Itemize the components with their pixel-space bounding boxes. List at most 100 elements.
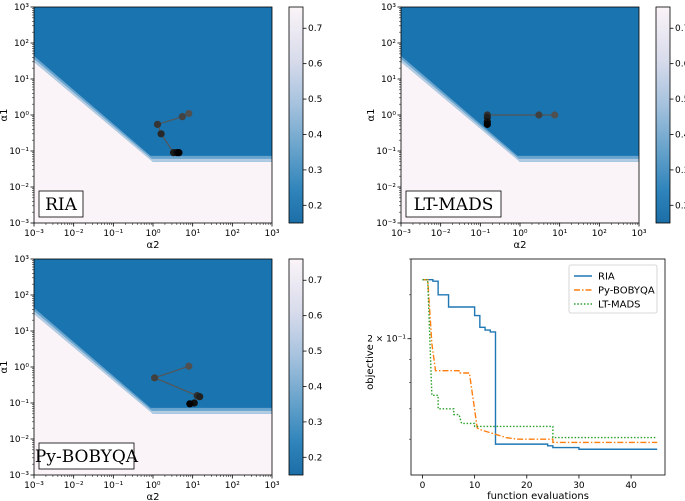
colorbar-tick-label: 0.2 [308, 201, 322, 211]
y-tick-label: 10³ [14, 255, 29, 265]
series-line-ria [422, 279, 658, 450]
x-tick-label: 10⁻¹ [470, 229, 490, 239]
legend-label: Py-BOBYQA [598, 286, 655, 297]
y-axis-label: α1 [0, 361, 10, 374]
x-tick-label: 10³ [264, 481, 279, 491]
x-tick-label: 10⁻³ [24, 481, 44, 491]
y-tick-label: 10² [14, 39, 29, 49]
y-tick-label: 10⁻³ [376, 219, 396, 229]
colorbar-tick-label: 0.5 [675, 95, 685, 105]
colorbar-tick-label: 0.7 [308, 24, 322, 34]
colorbar [288, 6, 304, 224]
x-tick-label: 10⁻³ [24, 229, 44, 239]
y-tick-label: 10¹ [381, 75, 396, 85]
path-point [551, 111, 559, 119]
legend-box [568, 264, 658, 314]
colorbar-tick-label: 0.4 [675, 130, 685, 140]
x-tick-label: 10⁻³ [391, 229, 411, 239]
x-axis-label: α2 [147, 240, 160, 251]
x-tick-label: 10³ [264, 229, 279, 239]
x-tick-label: 10¹ [185, 481, 200, 491]
x-tick-label: 10 [469, 481, 481, 491]
colorbar-tick-label: 0.6 [308, 60, 323, 70]
colorbar-tick-label: 0.6 [675, 60, 685, 70]
x-axis-label: α2 [147, 492, 160, 501]
y-tick-label: 10⁻² [376, 183, 396, 193]
method-label-box [405, 190, 502, 218]
y-tick-label: 2 × 10⁻¹ [367, 335, 406, 345]
y-tick-label: 10⁻¹ [9, 399, 29, 409]
y-tick-label: 10⁰ [14, 111, 29, 121]
path-point [185, 109, 193, 118]
colorbar-tick-label: 0.4 [308, 130, 323, 140]
y-tick-label: 10¹ [14, 75, 29, 85]
x-tick-label: 40 [625, 481, 637, 491]
path-point [186, 400, 194, 408]
x-tick-label: 20 [521, 481, 533, 491]
heatmap-panel-2: 10⁻³10⁻³ 10⁻² 10⁻² 10⁻¹ 10⁻¹ 10⁰ 10⁰ 10¹ 10¹ 10² 1… [366, 3, 685, 251]
colorbar [655, 6, 671, 224]
legend-label: LT-MADS [598, 300, 641, 311]
colorbar-tick-label: 0.5 [308, 347, 322, 357]
y-tick-label: 10⁻¹ [9, 147, 29, 157]
method-label-box [38, 442, 135, 470]
legend: RIA Py-BOBYQA LT-MADS [568, 264, 658, 314]
line-plot-frame [410, 258, 666, 476]
path-point [175, 149, 183, 157]
y-tick-label: 10⁻³ [9, 471, 29, 481]
heatmap-low-region [34, 313, 272, 475]
colorbar [288, 258, 304, 476]
y-tick-label: 10⁻¹ [376, 147, 396, 157]
legend-label: RIA [598, 272, 615, 283]
method-label: RIA [45, 195, 78, 215]
y-tick-label: 10⁻³ [9, 219, 29, 229]
y-tick-label: 10² [14, 291, 29, 301]
x-tick-label: 10⁻¹ [103, 481, 123, 491]
y-tick-label: 10⁰ [14, 363, 29, 373]
path-point [151, 374, 159, 382]
x-tick-label: 0 [420, 481, 426, 491]
x-tick-label: 10¹ [552, 229, 567, 239]
x-tick-label: 10⁻² [64, 481, 84, 491]
y-tick-label: 10¹ [14, 327, 29, 337]
x-tick-label: 10² [592, 229, 607, 239]
y-axis-label: α1 [0, 109, 10, 122]
method-label-box [38, 190, 84, 218]
colorbar-tick-label: 0.6 [308, 312, 323, 322]
path-point [153, 120, 162, 128]
path-point [178, 113, 186, 121]
colorbar-tick-label: 0.7 [675, 24, 685, 34]
y-axis-label: α1 [366, 109, 377, 122]
x-tick-label: 10¹ [185, 229, 200, 239]
path-point [157, 130, 165, 138]
y-tick-label: 10³ [14, 3, 29, 13]
y-tick-label: 10³ [381, 3, 396, 13]
y-tick-label: 10⁰ [381, 111, 396, 121]
x-tick-label: 10² [225, 481, 240, 491]
method-label: LT-MADS [414, 195, 494, 215]
method-label: Py-BOBYQA [35, 447, 139, 467]
y-tick-label: 10⁻² [9, 435, 29, 445]
series-line-lt-mads [422, 279, 658, 439]
colorbar-tick-label: 0.3 [308, 418, 322, 428]
colorbar-tick-label: 0.5 [308, 95, 322, 105]
x-tick-label: 10⁻² [431, 229, 451, 239]
path-point [185, 362, 193, 370]
colorbar-tick-label: 0.4 [308, 382, 323, 392]
colorbar-tick-label: 0.7 [308, 276, 322, 286]
colorbar-tick-label: 0.2 [308, 453, 322, 463]
heatmap-panel-1: 10⁻³10⁻³ 10⁻² 10⁻² 10⁻¹ 10⁻¹ 10⁰ 10⁰ 10¹ 10¹ 10² 1… [0, 3, 323, 251]
heatmap-low-region [401, 61, 639, 223]
series-line-py-bobyqa [422, 279, 658, 444]
path-point [196, 393, 204, 401]
heatmap-panel-3: 10⁻³10⁻³ 10⁻² 10⁻² 10⁻¹ 10⁻¹ 10⁰ 10⁰ 10¹ 10¹ 10² 1… [0, 255, 323, 501]
path-point [483, 120, 491, 128]
x-tick-label: 10⁰ [145, 229, 160, 239]
colorbar-tick-label: 0.2 [675, 201, 685, 211]
path-point [535, 111, 543, 119]
heatmap-low-region [34, 61, 272, 223]
x-tick-label: 10³ [631, 229, 646, 239]
x-tick-label: 10² [225, 229, 240, 239]
colorbar-tick-label: 0.3 [675, 166, 685, 176]
